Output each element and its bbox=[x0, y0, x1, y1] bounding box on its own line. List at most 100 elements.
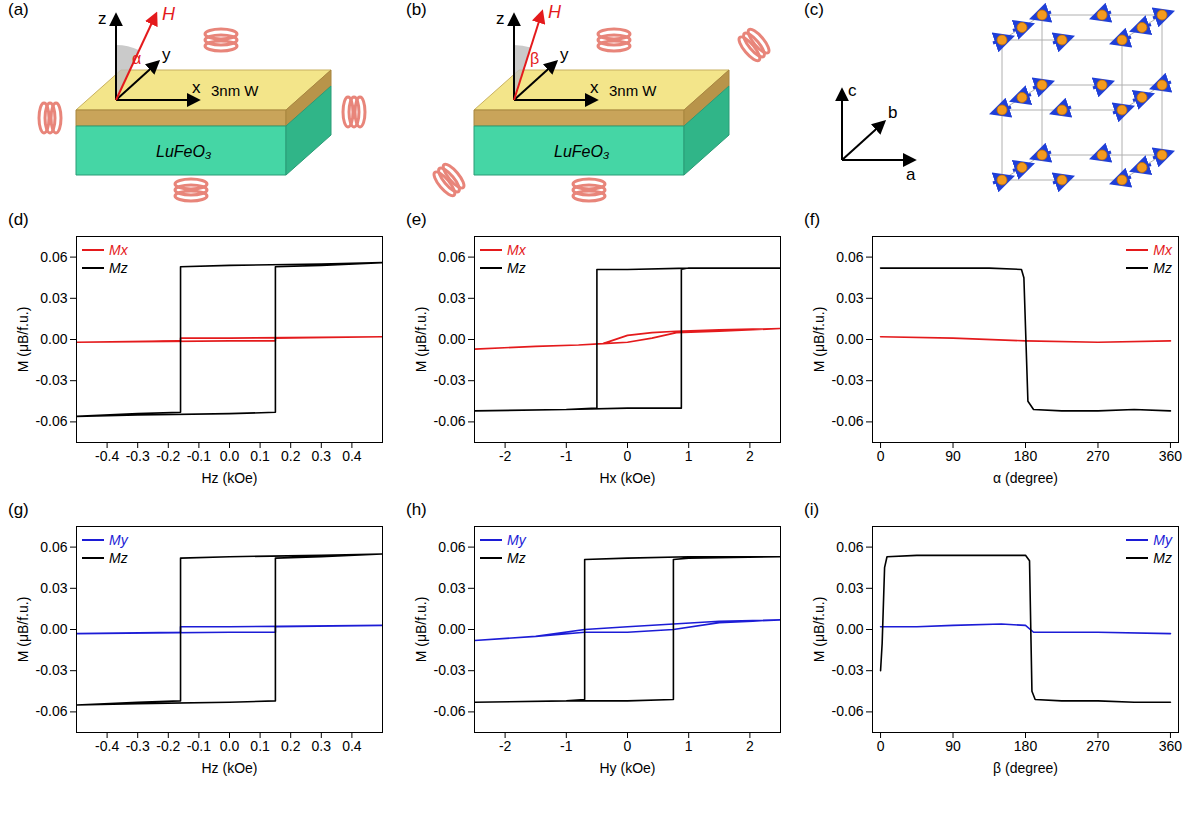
svg-text:H: H bbox=[548, 2, 562, 22]
svg-text:-0.03: -0.03 bbox=[36, 662, 68, 678]
svg-text:α (degree): α (degree) bbox=[993, 470, 1058, 486]
svg-text:M (μB/f.u.): M (μB/f.u.) bbox=[811, 307, 827, 373]
svg-text:-0.4: -0.4 bbox=[95, 738, 119, 754]
svg-text:0.03: 0.03 bbox=[40, 580, 67, 596]
svg-text:0.06: 0.06 bbox=[836, 539, 863, 555]
svg-text:LuFeO₃: LuFeO₃ bbox=[554, 143, 609, 160]
html-text:(c): (c) bbox=[804, 0, 824, 19]
svg-text:1: 1 bbox=[685, 738, 693, 754]
svg-text:-0.03: -0.03 bbox=[36, 372, 68, 388]
svg-text:-0.3: -0.3 bbox=[126, 738, 150, 754]
svg-text:-0.06: -0.06 bbox=[434, 413, 466, 429]
svg-text:Hx (kOe): Hx (kOe) bbox=[600, 470, 656, 486]
svg-text:-0.03: -0.03 bbox=[832, 372, 864, 388]
svg-text:1: 1 bbox=[685, 448, 693, 464]
svg-text:x: x bbox=[590, 78, 599, 97]
svg-text:0.00: 0.00 bbox=[438, 331, 465, 347]
svg-text:0.03: 0.03 bbox=[836, 290, 863, 306]
svg-text:0.00: 0.00 bbox=[836, 621, 863, 637]
svg-text:Hz (kOe): Hz (kOe) bbox=[202, 470, 258, 486]
svg-text:0.2: 0.2 bbox=[281, 738, 301, 754]
svg-text:0.00: 0.00 bbox=[40, 621, 67, 637]
svg-text:Hz (kOe): Hz (kOe) bbox=[202, 760, 258, 776]
svg-text:-0.2: -0.2 bbox=[156, 738, 180, 754]
svg-text:360: 360 bbox=[1159, 448, 1183, 464]
svg-text:-0.1: -0.1 bbox=[187, 448, 211, 464]
svg-text:y: y bbox=[560, 45, 569, 64]
svg-text:M (μB/f.u.): M (μB/f.u.) bbox=[15, 307, 31, 373]
svg-text:90: 90 bbox=[945, 738, 961, 754]
svg-text:z: z bbox=[98, 9, 107, 28]
svg-text:0.06: 0.06 bbox=[438, 539, 465, 555]
svg-text:270: 270 bbox=[1086, 738, 1110, 754]
svg-text:Hy (kOe): Hy (kOe) bbox=[600, 760, 656, 776]
svg-text:-2: -2 bbox=[499, 448, 512, 464]
html-text:(a): (a) bbox=[8, 0, 29, 19]
svg-text:0.03: 0.03 bbox=[438, 580, 465, 596]
svg-text:0.03: 0.03 bbox=[438, 290, 465, 306]
svg-text:-0.06: -0.06 bbox=[36, 413, 68, 429]
svg-text:H: H bbox=[162, 4, 176, 24]
svg-text:3nm W: 3nm W bbox=[211, 82, 259, 99]
svg-text:0.0: 0.0 bbox=[220, 738, 240, 754]
svg-text:0.3: 0.3 bbox=[312, 738, 332, 754]
svg-text:0.1: 0.1 bbox=[250, 448, 270, 464]
svg-text:-0.1: -0.1 bbox=[187, 738, 211, 754]
svg-text:2: 2 bbox=[746, 448, 754, 464]
svg-text:x: x bbox=[192, 78, 201, 97]
svg-text:0: 0 bbox=[624, 738, 632, 754]
svg-text:a: a bbox=[906, 165, 916, 184]
svg-text:180: 180 bbox=[1014, 738, 1038, 754]
svg-text:c: c bbox=[848, 81, 857, 100]
svg-text:β (degree): β (degree) bbox=[993, 760, 1058, 776]
svg-text:-0.03: -0.03 bbox=[832, 662, 864, 678]
svg-text:0.06: 0.06 bbox=[836, 249, 863, 265]
svg-text:-0.03: -0.03 bbox=[434, 372, 466, 388]
svg-text:0.2: 0.2 bbox=[281, 448, 301, 464]
svg-text:b: b bbox=[888, 103, 897, 122]
svg-text:0.06: 0.06 bbox=[40, 539, 67, 555]
svg-text:M (μB/f.u.): M (μB/f.u.) bbox=[413, 307, 429, 373]
svg-text:0.1: 0.1 bbox=[250, 738, 270, 754]
svg-text:0.03: 0.03 bbox=[40, 290, 67, 306]
svg-text:LuFeO₃: LuFeO₃ bbox=[156, 143, 211, 160]
svg-text:-1: -1 bbox=[560, 448, 573, 464]
svg-text:0.00: 0.00 bbox=[40, 331, 67, 347]
svg-text:3nm W: 3nm W bbox=[609, 82, 657, 99]
svg-text:-0.3: -0.3 bbox=[126, 448, 150, 464]
svg-text:M (μB/f.u.): M (μB/f.u.) bbox=[413, 597, 429, 663]
svg-text:-2: -2 bbox=[499, 738, 512, 754]
svg-text:0.3: 0.3 bbox=[312, 448, 332, 464]
svg-text:0.00: 0.00 bbox=[836, 331, 863, 347]
svg-text:0.03: 0.03 bbox=[836, 580, 863, 596]
html-text:(b): (b) bbox=[406, 0, 427, 19]
svg-text:-0.4: -0.4 bbox=[95, 448, 119, 464]
svg-text:0.00: 0.00 bbox=[438, 621, 465, 637]
svg-text:-0.06: -0.06 bbox=[832, 413, 864, 429]
svg-text:90: 90 bbox=[945, 448, 961, 464]
svg-text:0.06: 0.06 bbox=[438, 249, 465, 265]
svg-text:0: 0 bbox=[624, 448, 632, 464]
svg-text:360: 360 bbox=[1159, 738, 1183, 754]
svg-text:-0.03: -0.03 bbox=[434, 662, 466, 678]
svg-text:180: 180 bbox=[1014, 448, 1038, 464]
svg-text:M (μB/f.u.): M (μB/f.u.) bbox=[811, 597, 827, 663]
svg-text:-0.06: -0.06 bbox=[36, 703, 68, 719]
svg-text:0: 0 bbox=[877, 448, 885, 464]
svg-text:y: y bbox=[162, 45, 171, 64]
svg-text:0.06: 0.06 bbox=[40, 249, 67, 265]
svg-text:270: 270 bbox=[1086, 448, 1110, 464]
svg-text:0.4: 0.4 bbox=[342, 738, 362, 754]
svg-text:-0.06: -0.06 bbox=[434, 703, 466, 719]
svg-text:0.0: 0.0 bbox=[220, 448, 240, 464]
svg-text:2: 2 bbox=[746, 738, 754, 754]
svg-text:α: α bbox=[132, 50, 141, 67]
svg-text:0: 0 bbox=[877, 738, 885, 754]
svg-text:M (μB/f.u.): M (μB/f.u.) bbox=[15, 597, 31, 663]
svg-text:-0.06: -0.06 bbox=[832, 703, 864, 719]
svg-text:β: β bbox=[530, 50, 539, 67]
svg-text:z: z bbox=[496, 9, 505, 28]
svg-text:0.4: 0.4 bbox=[342, 448, 362, 464]
svg-text:-0.2: -0.2 bbox=[156, 448, 180, 464]
svg-text:-1: -1 bbox=[560, 738, 573, 754]
